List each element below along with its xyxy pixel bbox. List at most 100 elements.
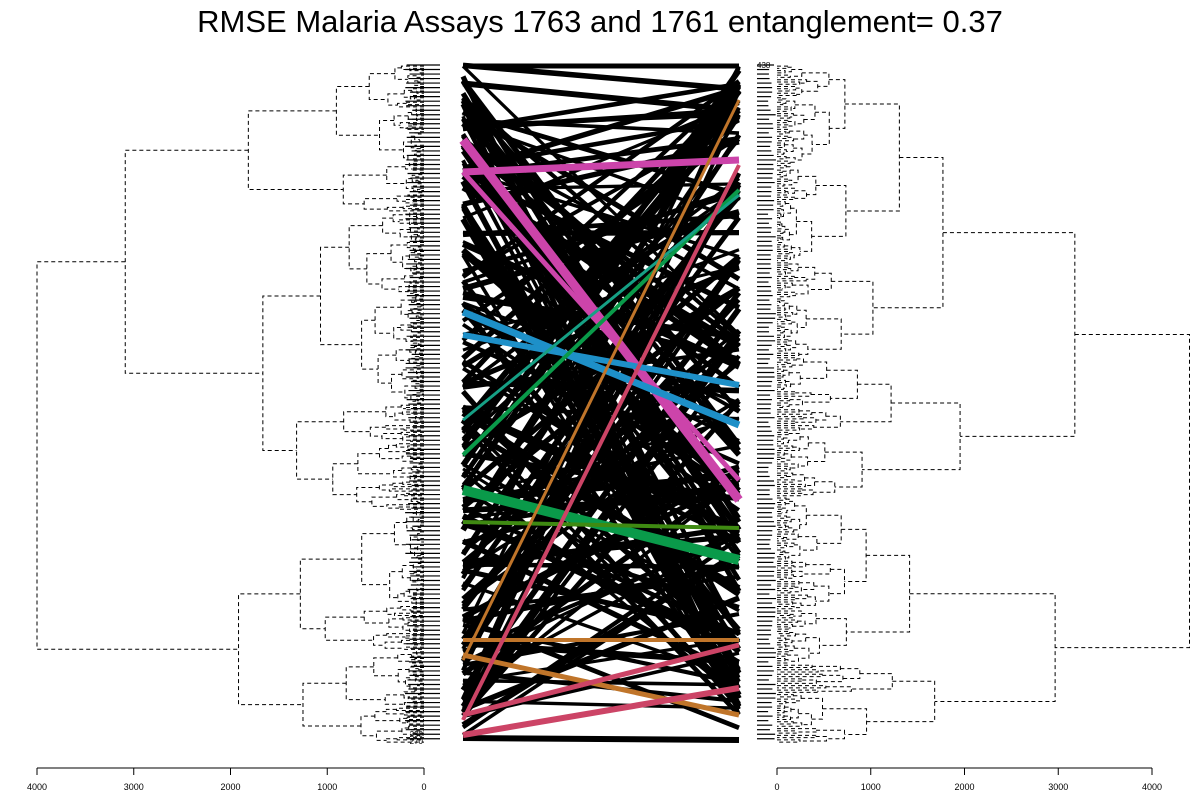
connector-line xyxy=(462,112,740,128)
dendrogram-branch xyxy=(777,709,785,714)
connector-line xyxy=(461,146,741,673)
dendrogram-branch xyxy=(777,445,794,449)
dendrogram-branch xyxy=(386,206,424,212)
dendrogram-branch xyxy=(777,85,797,91)
dendrogram-branch xyxy=(408,252,415,260)
highlight-connector xyxy=(461,170,741,482)
dendrogram-branch xyxy=(777,357,797,361)
dendrogram-branch xyxy=(791,358,805,366)
connector-line xyxy=(461,207,741,711)
dendrogram-branch xyxy=(238,593,303,706)
dendrogram-branch xyxy=(828,79,846,129)
dendrogram-branch xyxy=(777,81,801,85)
dendrogram-branch xyxy=(415,315,420,321)
dendrogram-branch xyxy=(777,425,815,430)
dendrogram-branch xyxy=(417,499,424,503)
dendrogram-branch xyxy=(777,128,790,134)
dendrogram-branch xyxy=(777,452,785,456)
dendrogram-branch xyxy=(403,89,413,98)
dendrogram-branch xyxy=(404,677,410,687)
dendrogram-branch xyxy=(417,341,424,345)
dendrogram-branch xyxy=(777,257,788,262)
dendrogram-branch xyxy=(393,115,409,126)
dendrogram-branch xyxy=(862,402,961,471)
dendrogram-branch xyxy=(826,369,858,399)
dendrogram-branch xyxy=(813,415,841,428)
dendrogram-branch xyxy=(389,571,403,599)
leaf-label: 438 xyxy=(757,61,771,70)
dendrogram-branch xyxy=(402,617,424,621)
dendrogram-branch xyxy=(417,555,424,560)
dendrogram-branch xyxy=(777,689,818,693)
dendrogram-branch xyxy=(799,735,828,742)
dendrogram-branch xyxy=(777,136,795,142)
dendrogram-branch xyxy=(419,136,424,143)
dendrogram-branch xyxy=(831,280,874,335)
dendrogram-branch xyxy=(405,178,414,189)
dendrogram-branch xyxy=(777,436,784,440)
dendrogram-branch xyxy=(777,287,783,291)
dendrogram-branch xyxy=(777,648,790,653)
dendrogram-branch xyxy=(413,345,424,350)
dendrogram-branch xyxy=(399,228,412,238)
dendrogram-branch xyxy=(385,708,405,715)
dendrogram-branch xyxy=(784,302,790,310)
dendrogram-branch xyxy=(777,392,812,397)
dendrogram-branch xyxy=(792,474,806,482)
connector-line xyxy=(462,62,740,92)
dendrogram-branch xyxy=(799,436,809,450)
dendrogram-branch xyxy=(418,171,424,176)
dendrogram-branch xyxy=(419,83,424,87)
connector-line xyxy=(461,109,741,282)
dendrogram-branch xyxy=(787,340,797,349)
dendrogram-branch xyxy=(777,679,817,684)
dendrogram-branch xyxy=(798,175,817,196)
dendrogram-branch xyxy=(777,339,789,343)
dendrogram-branch xyxy=(777,174,784,178)
dendrogram-branch xyxy=(790,708,799,719)
axis-tick-label: 0 xyxy=(774,782,779,792)
dendrogram-branch xyxy=(420,305,424,309)
dendrogram-branch xyxy=(413,269,424,273)
dendrogram-branch xyxy=(786,500,796,511)
dendrogram-branch xyxy=(777,115,791,119)
dendrogram-branch xyxy=(418,667,424,671)
dendrogram-branch xyxy=(777,544,788,549)
dendrogram-branch xyxy=(777,201,786,206)
dendrogram-branch xyxy=(420,553,424,558)
dendrogram-branch xyxy=(802,134,813,155)
highlight-connector xyxy=(462,156,740,176)
dendrogram-branch xyxy=(777,525,789,531)
dendrogram-branch xyxy=(384,694,405,705)
dendrogram-branch xyxy=(417,544,424,552)
dendrogram-branch xyxy=(777,497,787,501)
connector-line xyxy=(462,637,740,684)
dendrogram-branch xyxy=(404,492,424,497)
dendrogram-branch xyxy=(777,700,787,705)
dendrogram-branch xyxy=(777,284,786,290)
dendrogram-branch xyxy=(781,225,786,233)
dendrogram-branch xyxy=(791,561,807,568)
dendrogram-branch xyxy=(402,205,424,210)
dendrogram-branch xyxy=(414,657,424,662)
dendrogram-branch xyxy=(816,674,844,683)
dendrogram-branch xyxy=(777,527,795,533)
dendrogram-branch xyxy=(777,673,823,678)
dendrogram-branch xyxy=(791,321,798,334)
highlight-connector xyxy=(461,164,741,721)
dendrogram-branch xyxy=(777,734,817,739)
dendrogram-branch xyxy=(800,361,828,379)
dendrogram-branch xyxy=(396,494,412,501)
dendrogram-branch xyxy=(777,457,786,463)
dendrogram-branch xyxy=(777,165,787,169)
dendrogram-branch xyxy=(419,318,424,323)
dendrogram-branch xyxy=(777,612,791,617)
dendrogram-branch xyxy=(411,594,424,598)
dendrogram-branch xyxy=(416,264,424,268)
dendrogram-branch xyxy=(378,484,393,491)
dendrogram-branch xyxy=(777,236,784,243)
dendrogram-branch xyxy=(406,516,414,529)
dendrogram-branch xyxy=(401,727,411,735)
dendrogram-branch xyxy=(777,149,787,154)
highlight-connector xyxy=(461,308,741,429)
